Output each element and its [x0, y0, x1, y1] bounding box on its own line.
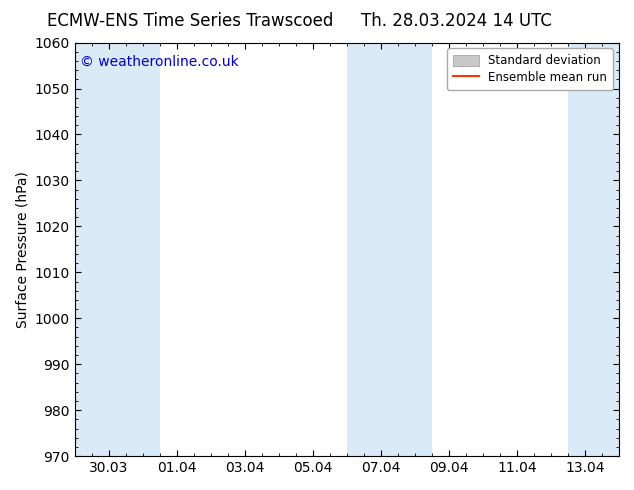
- Legend: Standard deviation, Ensemble mean run: Standard deviation, Ensemble mean run: [447, 49, 613, 90]
- Bar: [347, 43, 432, 456]
- Bar: [568, 43, 619, 456]
- Bar: [75, 43, 160, 456]
- Text: ECMW-ENS Time Series Trawscoed: ECMW-ENS Time Series Trawscoed: [47, 12, 333, 30]
- Y-axis label: Surface Pressure (hPa): Surface Pressure (hPa): [15, 171, 29, 328]
- Text: Th. 28.03.2024 14 UTC: Th. 28.03.2024 14 UTC: [361, 12, 552, 30]
- Text: © weatheronline.co.uk: © weatheronline.co.uk: [80, 55, 239, 69]
